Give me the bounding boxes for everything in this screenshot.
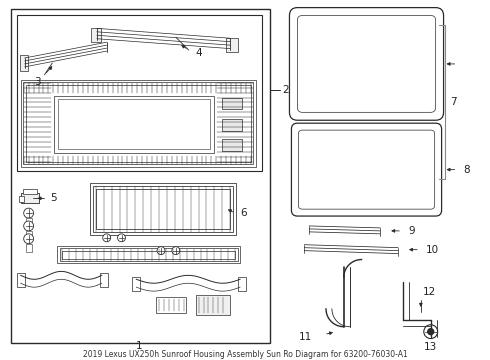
Bar [96,189,230,229]
Text: 9: 9 [408,226,415,236]
Bar [20,55,27,71]
Bar [91,28,101,42]
Circle shape [424,325,438,338]
Bar [54,95,214,153]
Bar [57,246,240,264]
Circle shape [172,247,180,255]
Circle shape [24,234,34,244]
Bar [222,98,242,109]
Text: 2019 Lexus UX250h Sunroof Housing Assembly Sun Ro Diagram for 63200-76030-A1: 2019 Lexus UX250h Sunroof Housing Assemb… [83,350,407,359]
Bar [222,119,242,131]
Text: 7: 7 [450,97,457,107]
Text: 4: 4 [196,48,202,58]
Bar [226,38,238,52]
Bar [17,14,262,171]
Bar [156,297,186,313]
Bar [25,231,32,239]
Circle shape [157,247,165,255]
Bar [58,99,210,149]
FancyBboxPatch shape [290,8,443,120]
Text: 3: 3 [34,77,41,87]
Circle shape [428,329,434,334]
Bar [62,251,235,258]
Bar [93,186,233,232]
Bar [60,248,238,261]
Text: 8: 8 [464,165,470,175]
Text: 12: 12 [423,287,436,297]
Text: 6: 6 [240,208,246,218]
Circle shape [103,234,111,242]
FancyBboxPatch shape [297,15,436,112]
Bar [17,273,24,287]
Bar [11,9,270,342]
Bar [132,277,140,291]
Text: 1: 1 [136,342,143,351]
FancyBboxPatch shape [298,130,435,209]
Bar [90,184,236,235]
Bar [21,80,256,167]
Bar [238,277,246,291]
Text: 2: 2 [283,85,289,95]
Bar [23,82,253,164]
FancyBboxPatch shape [292,123,441,216]
Bar [19,196,24,202]
Bar [222,139,242,151]
Bar [100,273,108,287]
Text: 10: 10 [426,245,439,255]
Bar [23,189,37,194]
Circle shape [118,234,125,242]
Bar [21,193,39,203]
Bar [196,295,230,315]
Bar [25,85,251,162]
Circle shape [24,208,34,218]
Circle shape [24,221,34,231]
Text: 13: 13 [424,342,438,352]
Bar [25,244,32,252]
Text: 11: 11 [299,332,312,342]
Bar [25,218,32,226]
Text: 5: 5 [50,193,57,203]
